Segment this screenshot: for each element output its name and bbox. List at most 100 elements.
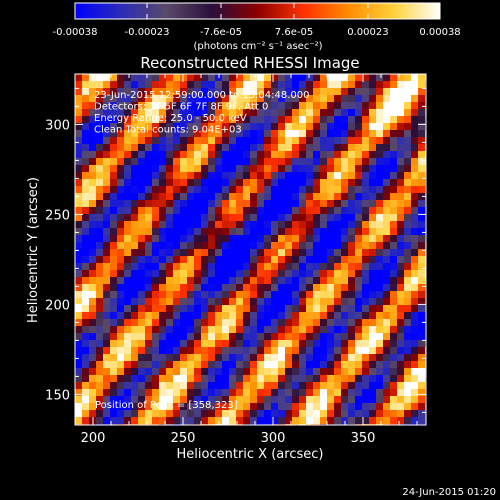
heatmap-cell (341, 340, 349, 348)
heatmap-cell (327, 200, 335, 208)
heatmap-cell (229, 305, 237, 313)
heatmap-cell (278, 312, 286, 320)
heatmap-cell (152, 81, 160, 89)
heatmap-cell (285, 305, 293, 313)
heatmap-cell (271, 410, 279, 418)
heatmap-cell (82, 186, 90, 194)
heatmap-cell (355, 207, 363, 215)
heatmap-cell (145, 151, 153, 159)
heatmap-cell (180, 200, 188, 208)
heatmap-cell (145, 221, 153, 229)
heatmap-cell (390, 123, 398, 131)
heatmap-cell (201, 158, 209, 166)
heatmap-cell (138, 144, 146, 152)
heatmap-cell (180, 417, 188, 425)
heatmap-cell (362, 123, 370, 131)
heatmap-cell (313, 298, 321, 306)
heatmap-cell (124, 340, 132, 348)
heatmap-cell (138, 193, 146, 201)
heatmap-cell (89, 116, 97, 124)
heatmap-cell (173, 396, 181, 404)
heatmap-cell (117, 172, 125, 180)
heatmap-cell (369, 144, 377, 152)
heatmap-cell (348, 263, 356, 271)
heatmap-cell (306, 144, 314, 152)
heatmap-cell (236, 186, 244, 194)
heatmap-cell (404, 116, 412, 124)
heatmap-cell (348, 389, 356, 397)
heatmap-cell (334, 410, 342, 418)
heatmap-cell (117, 235, 125, 243)
heatmap-cell (383, 389, 391, 397)
heatmap-cell (173, 179, 181, 187)
heatmap-cell (229, 88, 237, 96)
heatmap-cell (187, 165, 195, 173)
heatmap-cell (271, 186, 279, 194)
heatmap-cell (229, 144, 237, 152)
heatmap-cell (292, 116, 300, 124)
heatmap-cell (404, 256, 412, 264)
heatmap-cell (131, 375, 139, 383)
heatmap-cell (110, 207, 118, 215)
heatmap-cell (103, 270, 111, 278)
heatmap-cell (82, 179, 90, 187)
heatmap-cell (299, 228, 307, 236)
heatmap-cell (348, 228, 356, 236)
heatmap-cell (236, 81, 244, 89)
heatmap-cell (250, 319, 258, 327)
heatmap-cell (418, 319, 426, 327)
heatmap-cell (348, 200, 356, 208)
heatmap-cell (145, 340, 153, 348)
heatmap-cell (327, 249, 335, 257)
heatmap-cell (271, 417, 279, 425)
heatmap-cell (124, 102, 132, 110)
heatmap-cell (75, 305, 83, 313)
heatmap-cell (166, 172, 174, 180)
heatmap-cell (166, 291, 174, 299)
heatmap-cell (404, 375, 412, 383)
heatmap-cell (159, 207, 167, 215)
heatmap-cell (229, 270, 237, 278)
heatmap-cell (341, 81, 349, 89)
heatmap-cell (264, 165, 272, 173)
heatmap-cell (355, 417, 363, 425)
heatmap-cell (75, 186, 83, 194)
heatmap-cell (222, 298, 230, 306)
heatmap-cell (278, 410, 286, 418)
heatmap-cell (208, 200, 216, 208)
heatmap-cell (222, 382, 230, 390)
heatmap-cell (320, 102, 328, 110)
heatmap-cell (390, 116, 398, 124)
y-tick-label: 150 (45, 388, 70, 403)
heatmap-cell (285, 74, 293, 82)
heatmap-cell (397, 95, 405, 103)
heatmap-cell (201, 298, 209, 306)
heatmap-cell (187, 270, 195, 278)
heatmap-cell (89, 165, 97, 173)
heatmap-cell (278, 319, 286, 327)
heatmap-cell (201, 284, 209, 292)
heatmap-cell (341, 179, 349, 187)
heatmap-cell (75, 368, 83, 376)
heatmap-cell (208, 193, 216, 201)
heatmap-cell (152, 235, 160, 243)
heatmap-cell (131, 151, 139, 159)
heatmap-cell (292, 193, 300, 201)
heatmap-cell (215, 403, 223, 411)
heatmap-cell (285, 403, 293, 411)
heatmap-cell (229, 158, 237, 166)
heatmap-cell (306, 228, 314, 236)
heatmap-cell (110, 158, 118, 166)
heatmap-cell (327, 116, 335, 124)
heatmap-cell (208, 151, 216, 159)
heatmap-cell (222, 158, 230, 166)
heatmap-cell (215, 221, 223, 229)
heatmap-cell (341, 277, 349, 285)
heatmap-cell (397, 158, 405, 166)
heatmap-cell (362, 256, 370, 264)
heatmap-cell (243, 347, 251, 355)
heatmap-cell (124, 249, 132, 257)
heatmap-cell (383, 368, 391, 376)
heatmap-cell (215, 228, 223, 236)
heatmap-cell (159, 158, 167, 166)
